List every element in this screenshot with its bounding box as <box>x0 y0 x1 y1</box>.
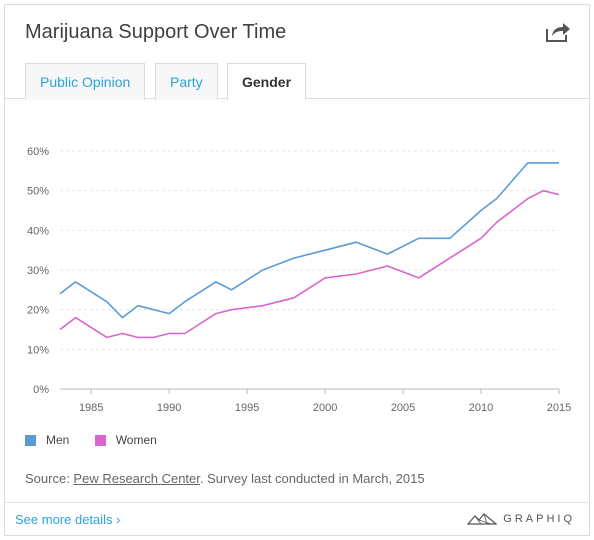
graphiq-logo[interactable]: GRAPHIQ <box>467 513 575 525</box>
data-point-men <box>494 196 498 200</box>
data-point-men <box>214 280 218 284</box>
data-point-women <box>183 331 187 335</box>
legend-label-men: Men <box>46 433 70 447</box>
x-tick-label: 2005 <box>391 402 415 414</box>
data-point-women <box>448 256 452 260</box>
brand-text: GRAPHIQ <box>503 513 575 525</box>
data-point-women <box>557 192 561 196</box>
share-icon <box>546 23 570 42</box>
data-point-men <box>167 311 171 315</box>
data-point-men <box>526 161 530 165</box>
chart-card: Marijuana Support Over Time Public Opini… <box>4 4 590 536</box>
x-tick-label: 1985 <box>79 402 103 414</box>
data-point-men <box>229 288 233 292</box>
data-point-men <box>557 161 561 165</box>
legend-label-women: Women <box>115 433 157 447</box>
data-point-men <box>385 252 389 256</box>
data-point-men <box>261 268 265 272</box>
y-tick-label: 20% <box>27 305 49 317</box>
line-chart: 0% 10% 20% 30% 40% 50% 60% 1985 1990 1995 2000 2005… <box>5 105 591 435</box>
source-note: Source: Pew Research Center. Survey last… <box>25 471 425 486</box>
graphiq-mountain-icon <box>467 513 498 525</box>
y-tick-label: 60% <box>27 146 49 158</box>
data-point-men <box>292 256 296 260</box>
data-point-women <box>151 335 155 339</box>
source-link[interactable]: Pew Research Center <box>73 471 200 486</box>
x-tick-label: 1990 <box>157 402 181 414</box>
data-point-women <box>416 276 420 280</box>
legend-item-women[interactable]: Women <box>94 433 157 447</box>
data-point-women <box>494 220 498 224</box>
data-point-men <box>541 161 545 165</box>
legend-swatch-men <box>25 434 36 446</box>
data-point-men <box>479 208 483 212</box>
legend: Men Women <box>25 433 179 449</box>
data-point-women <box>479 236 483 240</box>
x-tick-label: 1995 <box>235 402 259 414</box>
data-point-women <box>526 196 530 200</box>
y-tick-label: 0% <box>33 384 49 396</box>
data-point-women <box>323 276 327 280</box>
data-point-men <box>354 240 358 244</box>
data-point-women <box>167 331 171 335</box>
chart-svg: 0% 10% 20% 30% 40% 50% 60% 1985 1990 1995 2000 2005… <box>27 146 571 414</box>
footer: See more details › GRAPHIQ <box>5 502 589 536</box>
data-point-women <box>385 264 389 268</box>
data-point-women <box>261 304 265 308</box>
x-tick-label: 2015 <box>547 402 571 414</box>
legend-swatch-women <box>94 434 106 446</box>
data-point-men <box>448 236 452 240</box>
source-suffix: . Survey last conducted in March, 2015 <box>199 471 425 486</box>
data-point-women <box>229 307 233 311</box>
tab-bar: Public Opinion Party Gender <box>5 63 589 100</box>
data-point-women <box>105 335 109 339</box>
legend-item-men[interactable]: Men <box>25 433 69 447</box>
tab-gender[interactable]: Gender <box>227 63 307 100</box>
tab-party[interactable]: Party <box>155 63 218 100</box>
tab-public-opinion[interactable]: Public Opinion <box>25 63 146 100</box>
data-point-women <box>354 272 358 276</box>
data-point-women <box>120 331 124 335</box>
see-more-details-link[interactable]: See more details › <box>15 512 121 527</box>
data-point-men <box>416 236 420 240</box>
y-tick-label: 50% <box>27 186 49 198</box>
data-point-men <box>105 300 109 304</box>
share-button[interactable] <box>545 21 571 43</box>
y-tick-label: 10% <box>27 344 49 356</box>
data-point-women <box>136 335 140 339</box>
series-line-men <box>59 162 559 319</box>
x-tick-label: 2010 <box>469 402 493 414</box>
data-point-men <box>136 304 140 308</box>
y-tick-label: 40% <box>27 225 49 237</box>
data-point-women <box>214 311 218 315</box>
page-title: Marijuana Support Over Time <box>25 21 287 43</box>
data-point-women <box>58 327 62 331</box>
data-point-men <box>323 248 327 252</box>
x-tick-label: 2000 <box>313 402 337 414</box>
data-point-women <box>541 188 545 192</box>
data-point-men <box>73 280 77 284</box>
series-line-women <box>59 189 560 339</box>
data-point-men <box>183 300 187 304</box>
source-prefix: Source: <box>25 471 74 486</box>
data-point-women <box>292 296 296 300</box>
data-point-men <box>58 292 62 296</box>
data-point-men <box>120 315 124 319</box>
y-tick-label: 30% <box>27 265 49 277</box>
data-point-women <box>73 315 77 319</box>
